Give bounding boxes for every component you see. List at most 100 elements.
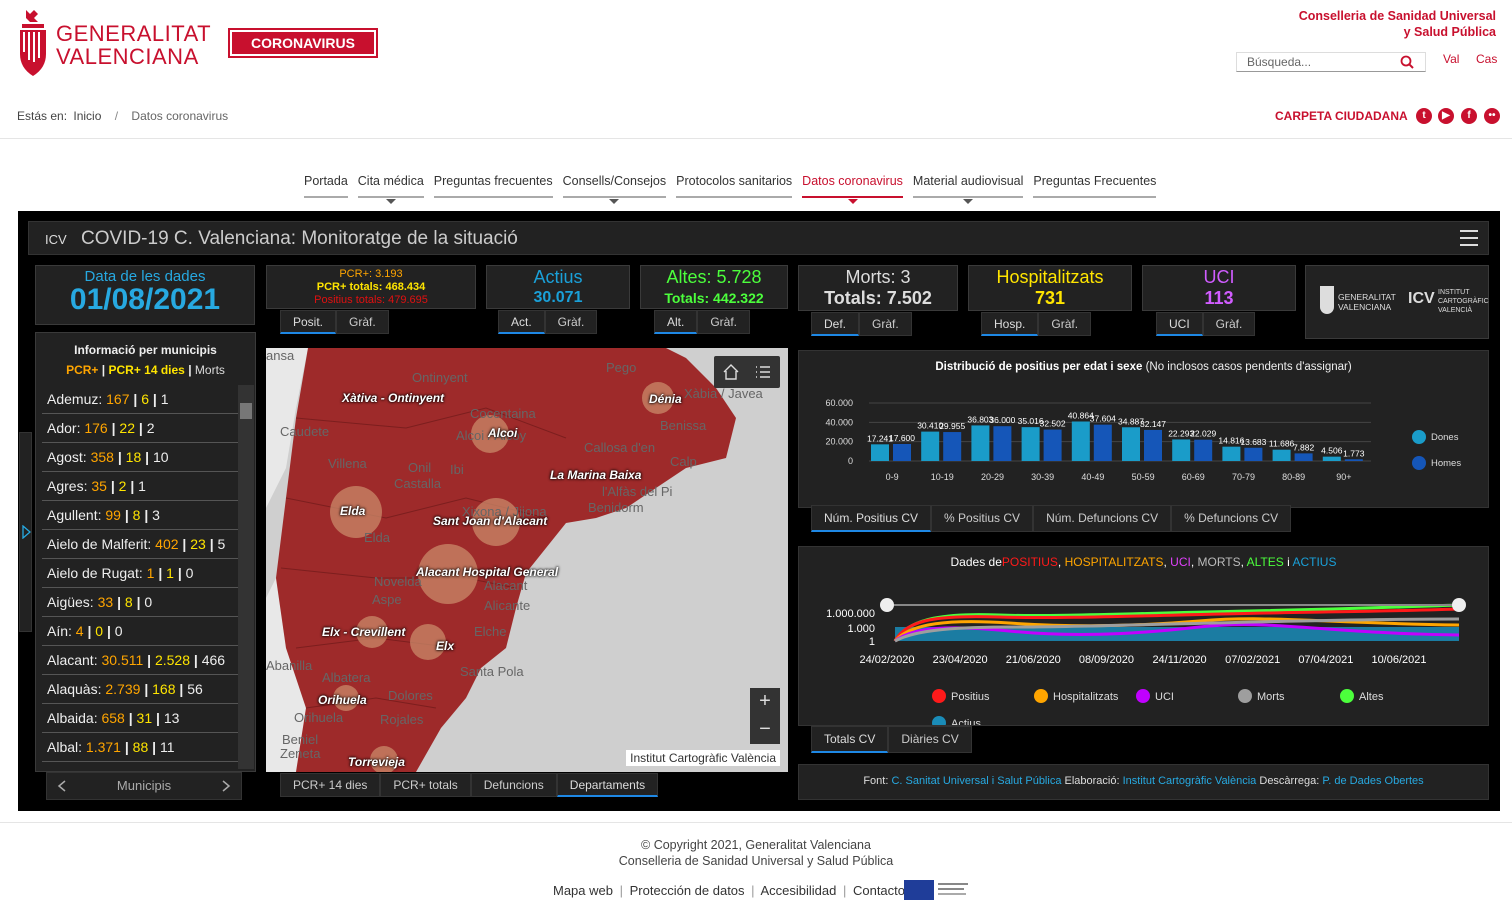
timeline-legend-label[interactable]: UCI bbox=[1155, 691, 1174, 703]
zoom-in-button[interactable]: + bbox=[759, 690, 771, 712]
side-panel-handle[interactable] bbox=[19, 432, 32, 632]
nav-portada[interactable]: Portada bbox=[304, 174, 348, 198]
municipis-scrollbar[interactable] bbox=[238, 385, 254, 769]
tab-num-defuncions[interactable]: Núm. Defuncions CV bbox=[1033, 505, 1172, 532]
bar-dones[interactable] bbox=[921, 431, 940, 461]
home-icon[interactable] bbox=[722, 363, 740, 381]
source-font-link[interactable]: C. Sanitat Universal i Salut Pública bbox=[891, 775, 1062, 787]
footer-link-contacto[interactable]: Contacto bbox=[852, 883, 906, 898]
municipi-row[interactable]: Agres: 35 | 2 | 1 bbox=[42, 472, 238, 501]
hamburger-menu-icon[interactable] bbox=[1460, 230, 1478, 246]
tab-pcr-graf[interactable]: Gràf. bbox=[336, 310, 389, 334]
chevron-right-icon[interactable] bbox=[221, 780, 231, 792]
tab-act-graf[interactable]: Gràf. bbox=[544, 310, 598, 334]
nav-protocolos[interactable]: Protocolos sanitarios bbox=[676, 174, 793, 198]
municipi-row[interactable]: Agost: 358 | 18 | 10 bbox=[42, 443, 238, 472]
bar-homes[interactable] bbox=[1244, 447, 1263, 461]
timeline-legend-label[interactable]: Hospitalitzats bbox=[1053, 691, 1119, 703]
municipi-row[interactable]: Aigües: 33 | 8 | 0 bbox=[42, 588, 238, 617]
flickr-icon[interactable]: •• bbox=[1484, 108, 1500, 124]
series-morts[interactable] bbox=[894, 617, 1460, 643]
list-icon[interactable] bbox=[754, 363, 772, 381]
generalitat-logo[interactable]: GENERALITAT VALENCIANA bbox=[16, 8, 211, 84]
municipi-row[interactable]: Aielo de Rugat: 1 | 1 | 0 bbox=[42, 559, 238, 588]
nav-material-audiovisual[interactable]: Material audiovisual bbox=[912, 174, 1024, 204]
departaments-map[interactable]: ansa Ontinyent Pego Xàbia / Javea Caudete Coc… bbox=[266, 348, 788, 772]
bar-dones[interactable] bbox=[1122, 427, 1140, 461]
tab-num-positius[interactable]: Núm. Positius CV bbox=[811, 505, 932, 532]
lang-val-link[interactable]: Val bbox=[1443, 52, 1460, 66]
tab-pct-defuncions[interactable]: % Defuncions CV bbox=[1171, 505, 1292, 532]
tab-hosp-graf[interactable]: Gràf. bbox=[1038, 312, 1092, 336]
tab-pcr-totals[interactable]: PCR+ totals bbox=[380, 773, 471, 797]
municipi-row[interactable]: Alaquàs: 2.739 | 168 | 56 bbox=[42, 675, 238, 704]
chevron-left-icon[interactable] bbox=[57, 780, 67, 792]
timeline-legend-label[interactable]: Positius bbox=[951, 691, 990, 703]
bar-legend-label[interactable]: Homes bbox=[1431, 458, 1461, 469]
footer-link-accesibilidad[interactable]: Accesibilidad bbox=[760, 883, 837, 898]
zoom-out-button[interactable]: − bbox=[759, 718, 771, 740]
municipi-row[interactable]: Alacant: 30.511 | 2.528 | 466 bbox=[42, 646, 238, 675]
municipi-row[interactable]: Albaida: 658 | 31 | 13 bbox=[42, 704, 238, 733]
municipi-row[interactable]: Ademuz: 167 | 6 | 1 bbox=[42, 385, 238, 414]
nav-datos-coronavirus[interactable]: Datos coronavirus bbox=[802, 174, 903, 204]
timeline-legend-label[interactable]: Altes bbox=[1359, 691, 1384, 703]
breadcrumb-home-link[interactable]: Inicio bbox=[73, 109, 102, 123]
bar-homes[interactable] bbox=[1194, 439, 1213, 461]
bar-homes[interactable] bbox=[1093, 424, 1112, 461]
source-elab-link[interactable]: Institut Cartogràfic València bbox=[1122, 775, 1257, 787]
lang-cas-link[interactable]: Cas bbox=[1476, 52, 1498, 66]
tab-hosp[interactable]: Hosp. bbox=[981, 312, 1039, 336]
range-slider-handle[interactable] bbox=[1452, 598, 1466, 612]
source-desc-link[interactable]: P. de Dades Obertes bbox=[1322, 775, 1424, 787]
tab-uci-graf[interactable]: Gràf. bbox=[1202, 312, 1256, 336]
tab-def-graf[interactable]: Gràf. bbox=[859, 312, 912, 336]
nav-cita-medica[interactable]: Cita médica bbox=[357, 174, 424, 204]
tab-act[interactable]: Act. bbox=[498, 310, 545, 334]
facebook-icon[interactable]: f bbox=[1461, 108, 1477, 124]
bar-dones[interactable] bbox=[1222, 446, 1241, 461]
bar-dones[interactable] bbox=[871, 444, 889, 461]
bar-homes[interactable] bbox=[993, 426, 1012, 461]
youtube-icon[interactable]: ▶ bbox=[1438, 108, 1454, 124]
nav-preguntas-frecuentes[interactable]: Preguntas frecuentes bbox=[433, 174, 553, 198]
bar-homes[interactable] bbox=[943, 432, 962, 461]
tab-pcr14[interactable]: PCR+ 14 dies bbox=[280, 773, 381, 797]
municipi-row[interactable]: Agullent: 99 | 8 | 3 bbox=[42, 501, 238, 530]
nav-consells[interactable]: Consells/Consejos bbox=[562, 174, 667, 204]
tab-pct-positius[interactable]: % Positius CV bbox=[931, 505, 1034, 532]
municipi-row[interactable]: Ador: 176 | 22 | 2 bbox=[42, 414, 238, 443]
timeline-legend-label[interactable]: Morts bbox=[1257, 691, 1285, 703]
footer-link-mapa-web[interactable]: Mapa web bbox=[553, 883, 613, 898]
bar-dones[interactable] bbox=[1021, 427, 1040, 461]
bar-dones[interactable] bbox=[971, 425, 990, 461]
twitter-icon[interactable]: t bbox=[1416, 108, 1432, 124]
bar-homes[interactable] bbox=[1043, 429, 1062, 461]
tab-uci[interactable]: UCI bbox=[1156, 312, 1203, 336]
carpeta-ciudadana-link[interactable]: CARPETA CIUDADANA bbox=[1275, 109, 1408, 123]
series-altes[interactable] bbox=[893, 603, 1460, 642]
bar-dones[interactable] bbox=[1272, 449, 1291, 461]
series-actius[interactable] bbox=[895, 627, 1459, 641]
timeline-legend-label[interactable]: Actius bbox=[951, 718, 981, 730]
tab-def[interactable]: Def. bbox=[811, 312, 860, 336]
nav-preguntas-frecuentes-2[interactable]: Preguntas Frecuentes bbox=[1033, 174, 1157, 198]
coronavirus-button[interactable]: CORONAVIRUS bbox=[228, 28, 378, 58]
bar-homes[interactable] bbox=[1144, 429, 1162, 461]
tab-alt[interactable]: Alt. bbox=[654, 310, 698, 334]
municipis-list[interactable]: Ademuz: 167 | 6 | 1 Ador: 176 | 22 | 2 Ago… bbox=[42, 385, 238, 769]
tab-defuncions[interactable]: Defuncions bbox=[470, 773, 557, 797]
tab-alt-graf[interactable]: Gràf. bbox=[697, 310, 751, 334]
municipi-row[interactable]: Aielo de Malferit: 402 | 23 | 5 bbox=[42, 530, 238, 559]
series-positius[interactable] bbox=[893, 607, 1460, 642]
municipi-row[interactable]: Aín: 4 | 0 | 0 bbox=[42, 617, 238, 646]
search-input[interactable]: Búsqueda... bbox=[1236, 52, 1426, 72]
tab-totals-cv[interactable]: Totals CV bbox=[811, 726, 889, 753]
tab-posit[interactable]: Posit. bbox=[280, 310, 337, 334]
bar-legend-label[interactable]: Dones bbox=[1431, 432, 1459, 443]
bar-homes[interactable] bbox=[893, 443, 911, 461]
tab-diaries-cv[interactable]: Diàries CV bbox=[888, 726, 972, 753]
bar-dones[interactable] bbox=[1172, 439, 1191, 461]
range-slider-handle[interactable] bbox=[880, 598, 894, 612]
bar-dones[interactable] bbox=[1071, 421, 1090, 461]
